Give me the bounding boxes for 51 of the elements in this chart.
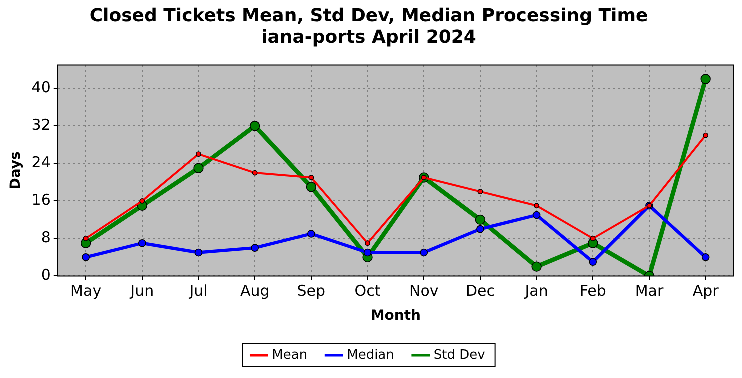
x-tick-label: Aug [240,282,270,300]
point [251,244,259,252]
point [702,254,710,262]
x-tick-label: Feb [580,282,606,300]
point [83,236,89,242]
point [365,240,370,246]
x-tick-label: Jul [188,282,208,300]
point [140,198,146,204]
point [250,121,260,132]
legend-label: Mean [272,348,308,363]
x-tick-label: Nov [409,282,439,300]
y-tick-label: 32 [32,116,51,134]
x-tick-label: Jan [524,282,548,300]
point [138,239,146,248]
y-tick-label: 16 [32,191,51,210]
x-tick-label: Oct [354,282,381,300]
point [308,175,314,180]
x-tick-label: Sep [297,282,326,300]
point [590,236,596,242]
point [589,258,598,266]
point [194,163,204,174]
x-tick-label: Apr [692,282,720,300]
y-tick-label: 8 [41,228,51,247]
point [532,211,541,220]
y-axis-title: Days [8,152,24,190]
x-axis-title: Month [370,308,422,324]
point [82,254,90,262]
x-tick-label: Dec [466,282,495,300]
point [476,225,484,234]
point [196,152,202,157]
point [364,248,372,257]
x-tick-label: Jun [130,282,154,300]
point [478,189,484,194]
x-tick-label: May [70,282,102,300]
chart-title: Closed Tickets Mean, Std Dev, Median Processing Time iana-ports April 2024 [90,5,648,48]
legend-label: Median [347,348,394,363]
point [475,214,486,226]
legend-label: Std Dev [434,348,486,363]
point [703,132,709,138]
point [700,74,711,84]
point [532,262,542,272]
point [308,230,316,238]
x-tick-label: Mar [635,282,664,300]
y-tick-label: 40 [32,78,51,97]
point [252,170,258,176]
point [534,203,540,209]
point [306,182,317,192]
y-tick-label: 24 [32,154,51,172]
point [194,248,203,257]
y-tick-label: 0 [41,266,51,284]
point [420,248,428,257]
